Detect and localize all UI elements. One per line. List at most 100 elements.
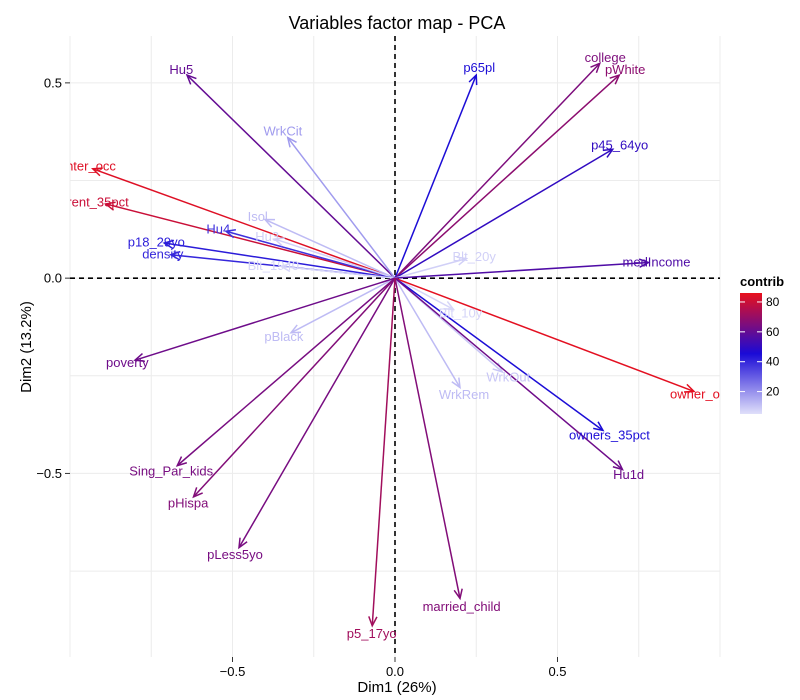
arrowhead-owners_35pct: [593, 421, 605, 432]
label-WrkCit: WrkCit: [264, 124, 303, 139]
arrow-owner_occ: [394, 277, 695, 393]
arrow-Sing_Par_kids: [176, 277, 396, 467]
arrow-Blt_1940: [281, 265, 396, 279]
label-Blt_1940: Blt_1940: [248, 258, 299, 273]
arrow-WrkCit: [287, 137, 396, 279]
label-pLess5yo: pLess5yo: [207, 547, 263, 562]
arrow-p65pl: [394, 74, 477, 279]
legend-colorbar: [740, 293, 762, 414]
label-Blt_20y: Blt_20y: [453, 249, 497, 264]
label-medIncome: medIncome: [623, 255, 691, 270]
arrowhead-p18_29yo: [162, 239, 175, 250]
label-p5_17yo: p5_17yo: [347, 626, 397, 641]
arrow-Blt_20y: [394, 257, 467, 279]
arrowhead-married_child: [453, 588, 463, 601]
arrowhead-WrkRem: [451, 377, 461, 390]
label-p18_29yo: p18_29yo: [128, 234, 185, 249]
arrow-owners_35pct: [394, 277, 604, 432]
label-WrkOut: WrkOut: [486, 370, 530, 385]
arrowhead-Blt_1940: [279, 262, 291, 273]
x-tick-label: 0.5: [548, 664, 566, 679]
label-pHispa: pHispa: [168, 495, 209, 510]
label-married_child: married_child: [423, 599, 501, 614]
arrowhead-Hu4: [224, 229, 237, 239]
arrowhead-medIncome: [638, 258, 651, 268]
arrowhead-pWhite: [609, 73, 621, 85]
arrowhead-WrkCit: [286, 136, 297, 148]
arrowhead-density: [168, 250, 181, 261]
label-owner_occ: owner_occ: [670, 387, 733, 402]
label-p65pl: p65pl: [463, 60, 495, 75]
arrowhead-Isol: [263, 218, 276, 228]
variable-arrows: [91, 62, 696, 628]
label-owners_35pct: owners_35pct: [569, 428, 650, 443]
arrow-renter_occ: [92, 168, 396, 279]
arrow-p18_29yo: [164, 242, 396, 279]
x-axis-title: Dim1 (26%): [357, 679, 436, 696]
label-renter_occ: renter_occ: [55, 159, 117, 174]
arrow-pHispa: [192, 277, 396, 498]
arrowhead-Blt_10y: [443, 301, 456, 311]
arrow-p5_17yo: [371, 278, 396, 626]
arrowhead-Hu5: [185, 73, 197, 85]
x-tick-label: −0.5: [220, 664, 246, 679]
arrow-married_child: [394, 278, 461, 599]
label-rent_35pct: rent_35pct: [67, 194, 129, 209]
y-tick-label: 0.0: [44, 271, 62, 286]
arrowhead-poverty: [133, 352, 146, 363]
arrow-Hu4: [225, 230, 396, 279]
arrow-pWhite: [394, 74, 620, 279]
arrow-Blt_10y: [394, 277, 454, 311]
arrow-Hu5: [186, 74, 396, 279]
legend-tick-label: 80: [766, 295, 780, 309]
legend-title: contrib: [740, 274, 784, 289]
y-axis-ticks: −0.5 0.0 0.5: [36, 75, 70, 481]
arrow-Hu3: [274, 238, 396, 279]
label-Blt_10y: Blt_10y: [439, 306, 483, 321]
legend: contrib 20 40 60 80: [740, 274, 784, 414]
arrowhead-pBlack: [289, 324, 302, 334]
arrowhead-renter_occ: [91, 167, 103, 177]
arrowhead-Hu1d: [612, 460, 624, 471]
arrowhead-Sing_Par_kids: [175, 456, 188, 467]
arrow-WrkRem: [394, 277, 461, 388]
arrowhead-p45_64yo: [602, 148, 615, 158]
arrow-college: [394, 62, 601, 279]
chart-title: Variables factor map - PCA: [289, 13, 506, 33]
y-tick-label: −0.5: [36, 466, 62, 481]
arrowhead-pHispa: [192, 487, 203, 499]
arrow-Hu1d: [394, 277, 623, 471]
arrowhead-college: [590, 62, 602, 74]
label-Hu3: Hu3: [255, 229, 279, 244]
legend-tick-label: 40: [766, 355, 780, 369]
y-tick-label: 0.5: [44, 75, 62, 90]
arrowhead-Blt_20y: [456, 256, 469, 266]
legend-tick-label: 60: [766, 325, 780, 339]
legend-ticks: 20 40 60 80: [740, 295, 780, 399]
arrowhead-p5_17yo: [368, 616, 378, 628]
label-poverty: poverty: [106, 355, 149, 370]
arrow-p45_64yo: [394, 148, 614, 279]
arrow-rent_35pct: [105, 203, 396, 279]
label-density: density: [142, 246, 184, 261]
label-pBlack: pBlack: [264, 329, 304, 344]
label-WrkRem: WrkRem: [439, 387, 489, 402]
arrowhead-Hu3: [273, 237, 285, 247]
arrowhead-rent_35pct: [103, 201, 116, 211]
arrow-poverty: [134, 277, 396, 361]
arrow-Isol: [264, 218, 396, 279]
arrow-pLess5yo: [238, 277, 396, 549]
label-Isol: Isol: [248, 209, 268, 224]
x-axis-ticks: −0.5 0.0 0.5: [220, 657, 567, 679]
label-Sing_Par_kids: Sing_Par_kids: [129, 463, 213, 478]
label-Hu1d: Hu1d: [613, 467, 644, 482]
y-axis-title: Dim2 (13.2%): [18, 301, 35, 393]
x-tick-label: 0.0: [386, 664, 404, 679]
arrow-medIncome: [394, 261, 649, 279]
label-pWhite: pWhite: [605, 62, 645, 77]
label-Hu4: Hu4: [206, 222, 230, 237]
label-Hu5: Hu5: [169, 62, 193, 77]
